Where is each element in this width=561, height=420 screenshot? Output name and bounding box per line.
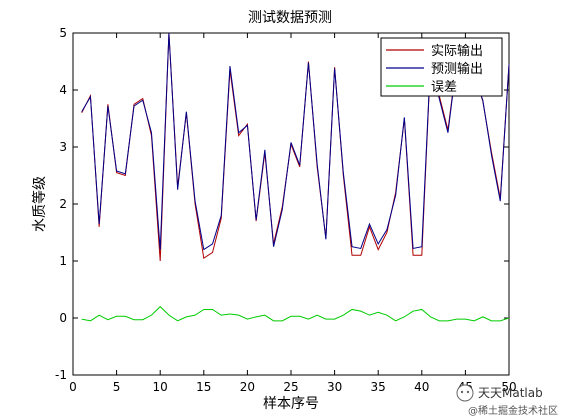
x-tick-label: 15	[196, 380, 211, 394]
legend-label-actual: 实际输出	[431, 43, 483, 59]
wechat-logo-eye-icon	[466, 390, 470, 394]
chart-title: 测试数据预测	[248, 10, 332, 26]
x-tick-label: 10	[153, 380, 168, 394]
y-tick-label: 2	[59, 197, 67, 211]
series-line-error	[81, 305, 510, 322]
x-tick-label: 30	[327, 380, 342, 394]
y-tick-label: 1	[59, 254, 67, 268]
y-tick-label: -1	[55, 368, 67, 382]
x-tick-label: 35	[371, 380, 386, 394]
wechat-logo-icon	[456, 384, 474, 402]
legend-box	[380, 37, 503, 97]
x-tick-label: 5	[113, 380, 121, 394]
watermark-subtitle: @稀土掘金技术社区	[468, 404, 558, 417]
chart-legend: 实际输出 预测输出 误差	[380, 37, 503, 97]
wechat-logo-eye-icon	[460, 390, 464, 394]
x-tick-label: 25	[283, 380, 298, 394]
y-tick-label: 3	[59, 140, 67, 154]
y-tick-label: 4	[59, 83, 67, 97]
x-tick-label: 50	[501, 380, 516, 394]
legend-label-error: 误差	[431, 80, 457, 95]
x-axis-label: 样本序号	[263, 396, 319, 412]
y-tick-label: 5	[59, 26, 67, 40]
x-tick-label: 40	[414, 380, 429, 394]
legend-label-predicted: 预测输出	[431, 61, 483, 77]
x-tick-label: 0	[69, 380, 77, 394]
x-tick-label: 20	[240, 380, 255, 394]
watermark-title: 天天Matlab	[478, 386, 543, 400]
y-axis-label: 水质等级	[31, 176, 48, 232]
y-tick-label: 0	[59, 311, 67, 325]
watermark: 天天Matlab @稀土掘金技术社区	[456, 384, 558, 417]
